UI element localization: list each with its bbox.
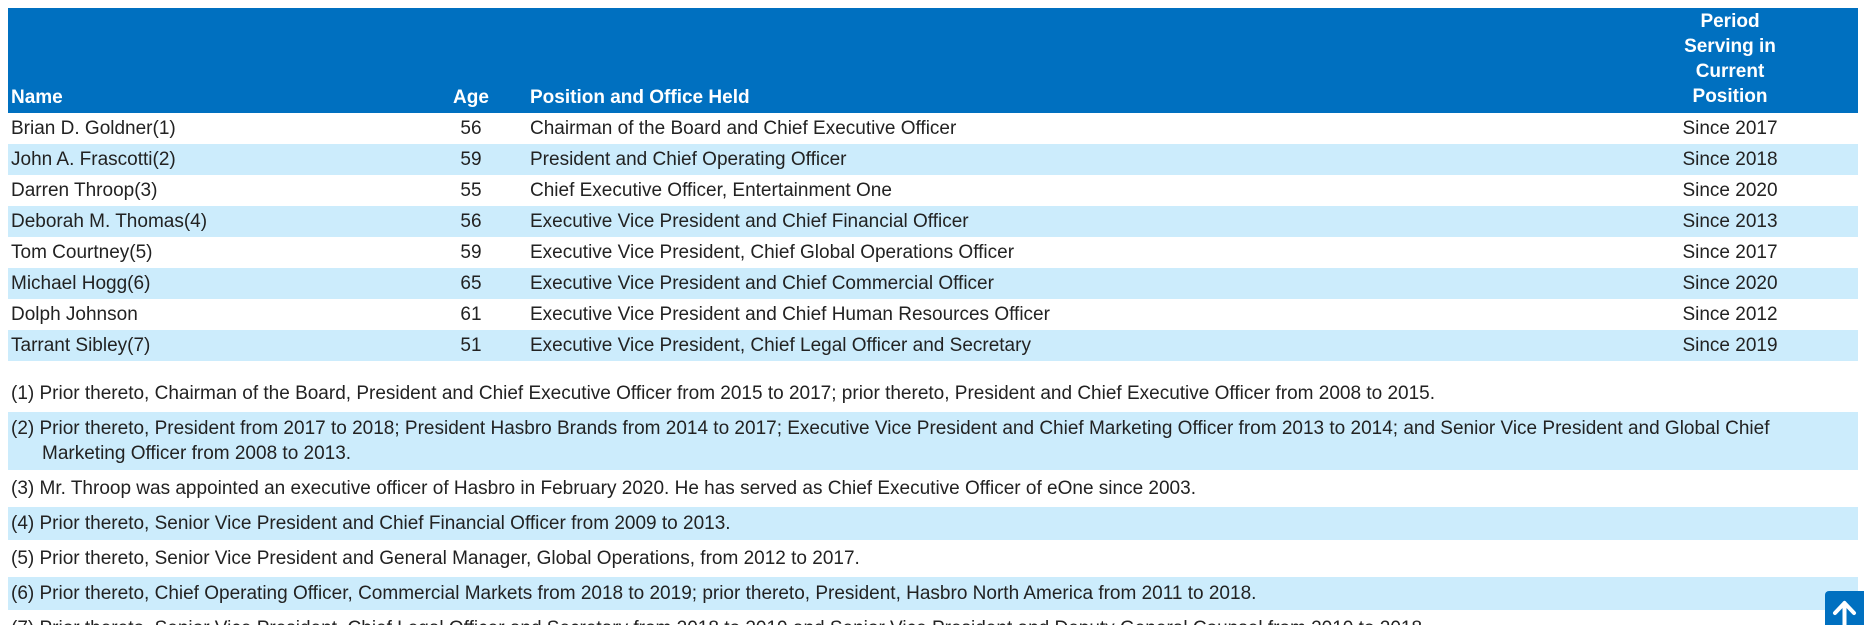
- table-header: Name Age Position and Office Held Period…: [8, 8, 1858, 113]
- table-cell: 59: [460, 242, 482, 263]
- table-row: Deborah M. Thomas(4) 56 Executive Vice Pre…: [8, 206, 1858, 237]
- header-cell: Period Serving in Current Position: [1684, 11, 1776, 107]
- table-body: Brian D. Goldner(1) 56 Chairman of the Boa…: [8, 113, 1858, 361]
- table-cell: 55: [460, 180, 482, 201]
- scroll-top-button[interactable]: [1825, 591, 1864, 625]
- footnote: (2) Prior thereto, President from 2017 t…: [8, 412, 1858, 470]
- table-cell: Since 2018: [1682, 149, 1778, 170]
- table-cell: Tarrant Sibley(7): [11, 335, 151, 356]
- table-cell: Chief Executive Officer, Entertainment O…: [530, 180, 892, 201]
- footnote: (4) Prior thereto, Senior Vice President…: [8, 507, 1858, 540]
- table-cell: Chairman of the Board and Chief Executiv…: [530, 118, 957, 139]
- table-cell: 65: [460, 273, 482, 294]
- officers-table: Name Age Position and Office Held Period…: [8, 8, 1858, 361]
- table-row: Brian D. Goldner(1) 56 Chairman of the Boa…: [8, 113, 1858, 144]
- header-cell: Name: [11, 87, 63, 108]
- table-cell: Dolph Johnson: [11, 304, 138, 325]
- footnote: (1) Prior thereto, Chairman of the Board…: [11, 383, 1435, 404]
- table-cell: Darren Throop(3): [11, 180, 158, 201]
- table-cell: Michael Hogg(6): [11, 273, 151, 294]
- table-cell: Since 2020: [1682, 273, 1778, 294]
- table-cell: 59: [460, 149, 482, 170]
- table-cell: 51: [460, 335, 482, 356]
- table-row: Michael Hogg(6) 65 Executive Vice Presiden…: [8, 268, 1858, 299]
- table-row: John A. Frascotti(2) 59 President and Chie…: [8, 144, 1858, 175]
- footnotes: (1) Prior thereto, Chairman of the Board…: [8, 377, 1858, 625]
- table-cell: Brian D. Goldner(1): [11, 118, 176, 139]
- arrow-icon: [1833, 601, 1856, 625]
- table-row: Darren Throop(3) 55 Chief Executive Office…: [8, 175, 1858, 206]
- header-cell: Age: [453, 87, 489, 108]
- table-row: Tom Courtney(5) 59 Executive Vice Presiden…: [8, 237, 1858, 268]
- table-cell: Deborah M. Thomas(4): [11, 211, 208, 232]
- header-cell: Position and Office Held: [530, 87, 750, 108]
- table-cell: Executive Vice President and Chief Finan…: [530, 211, 969, 232]
- table-cell: Executive Vice President and Chief Comme…: [530, 273, 994, 294]
- table-cell: Since 2017: [1682, 118, 1778, 139]
- table-row: Dolph Johnson 61 Executive Vice President …: [8, 299, 1858, 330]
- table-cell: Since 2019: [1682, 335, 1778, 356]
- table-cell: John A. Frascotti(2): [11, 149, 176, 170]
- table-cell: Executive Vice President and Chief Human…: [530, 304, 1050, 325]
- table-cell: Since 2020: [1682, 180, 1778, 201]
- footnote: (5) Prior thereto, Senior Vice President…: [11, 548, 860, 569]
- table-cell: Since 2012: [1682, 304, 1778, 325]
- table-cell: 56: [460, 211, 482, 232]
- table-cell: 61: [460, 304, 482, 325]
- footnote: (7) Prior thereto, Senior Vice President…: [8, 612, 1858, 625]
- footnote: (3) Mr. Throop was appointed an executiv…: [11, 478, 1196, 499]
- table-cell: Executive Vice President, Chief Global O…: [530, 242, 1015, 263]
- table-cell: Since 2017: [1682, 242, 1778, 263]
- table-row: Tarrant Sibley(7) 51 Executive Vice Presid…: [8, 330, 1858, 361]
- footnote: (6) Prior thereto, Chief Operating Offic…: [8, 577, 1858, 610]
- table-cell: Since 2013: [1682, 211, 1778, 232]
- table-cell: President and Chief Operating Officer: [530, 149, 847, 170]
- table-cell: 56: [460, 118, 482, 139]
- table-cell: Executive Vice President, Chief Legal Of…: [530, 335, 1031, 356]
- table-cell: Tom Courtney(5): [11, 242, 153, 263]
